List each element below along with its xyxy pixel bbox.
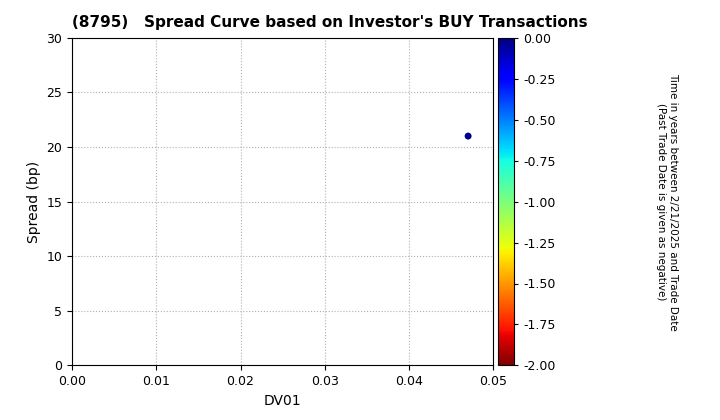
Text: (8795)   Spread Curve based on Investor's BUY Transactions: (8795) Spread Curve based on Investor's … (72, 15, 588, 30)
Y-axis label: Spread (bp): Spread (bp) (27, 160, 41, 243)
Point (462, 133, 474, 139)
Y-axis label: Time in years between 2/21/2025 and Trade Date
(Past Trade Date is given as nega: Time in years between 2/21/2025 and Trad… (656, 73, 678, 331)
X-axis label: DV01: DV01 (264, 394, 302, 408)
